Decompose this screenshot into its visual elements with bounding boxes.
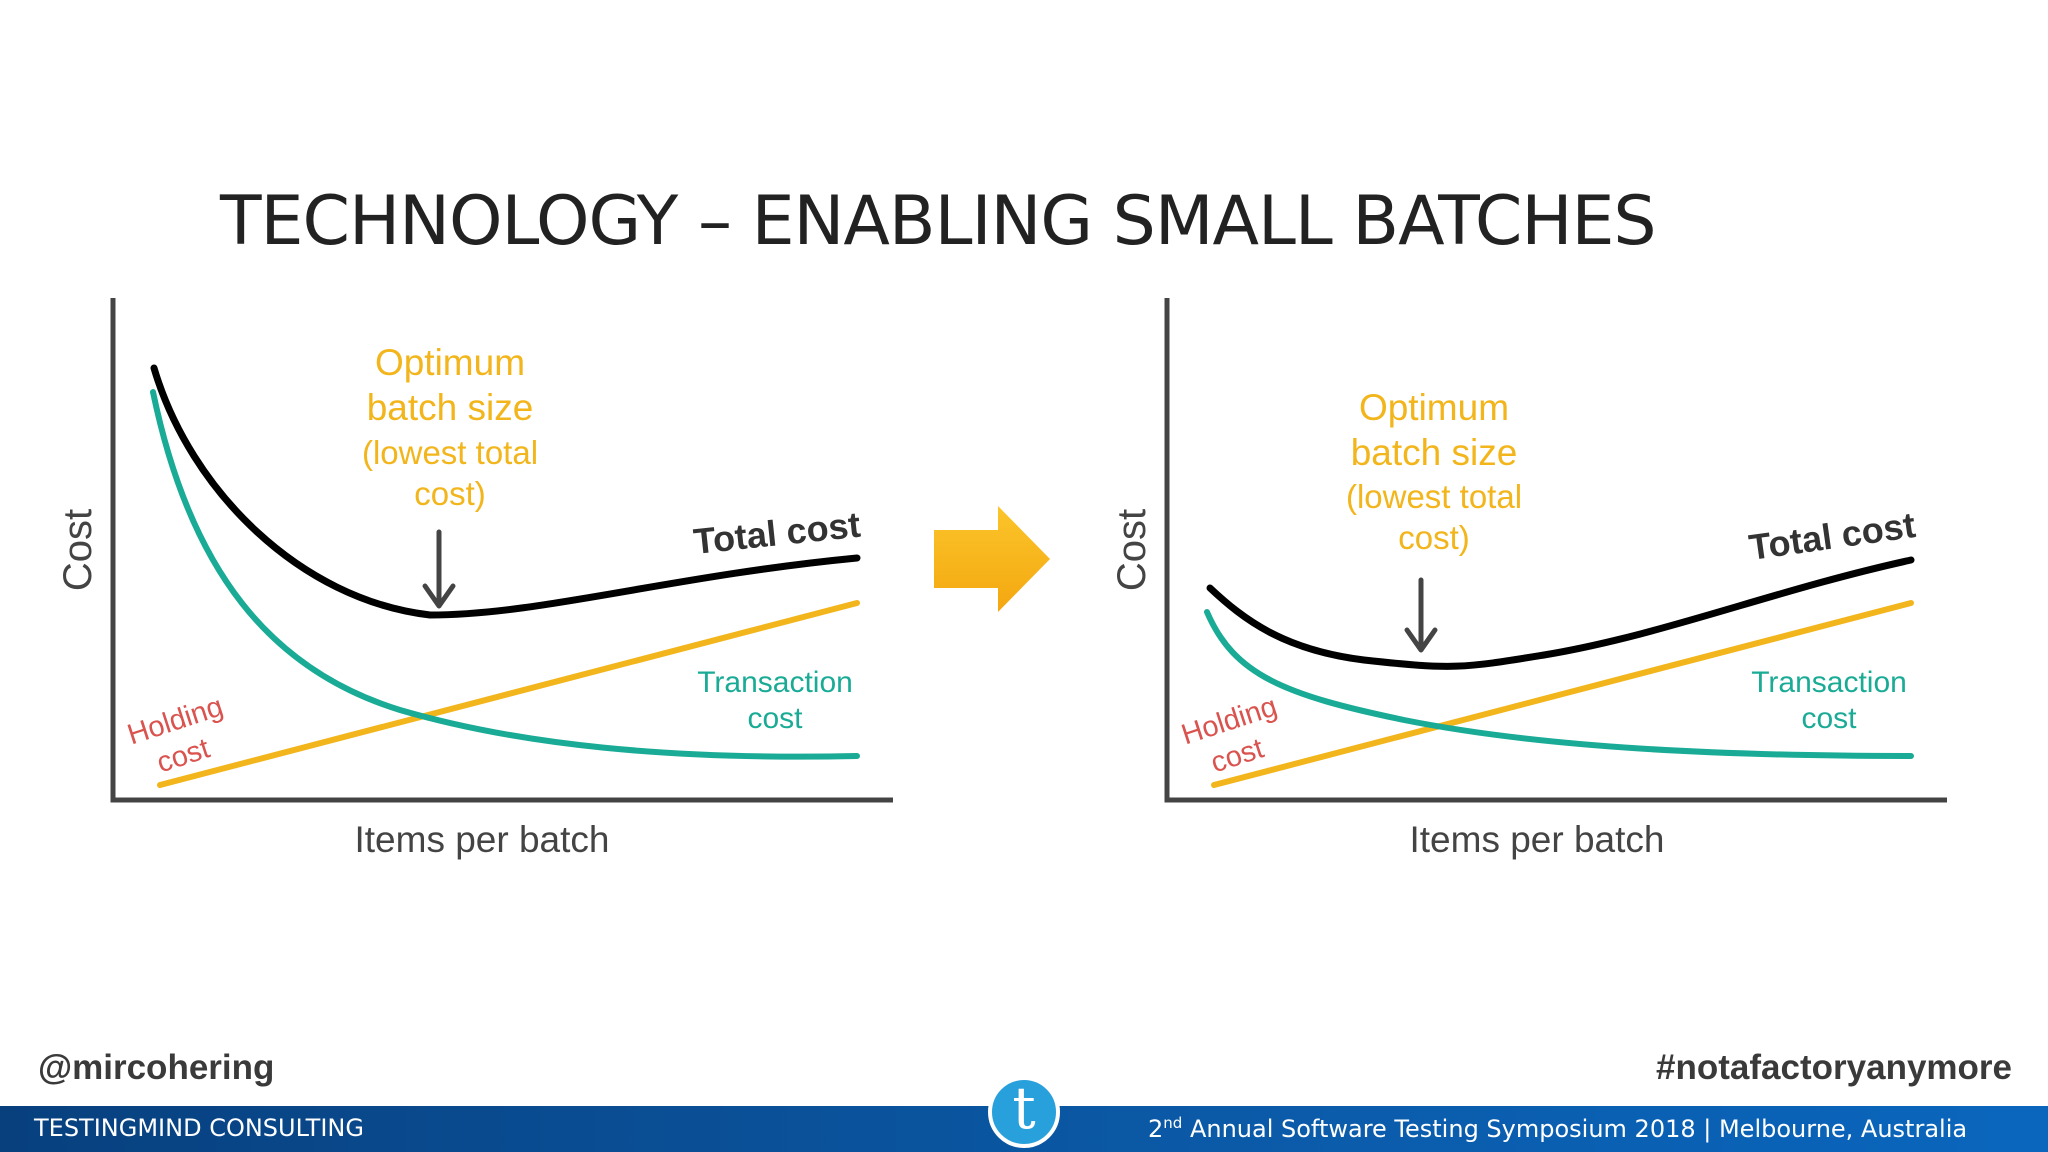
- transaction-cost-label: cost: [747, 702, 803, 735]
- cost-diagram-svg: Cost Items per batch Optimum batch size …: [56, 298, 893, 860]
- testingmind-logo-icon: t: [988, 1074, 1060, 1148]
- total-cost-curve: [1206, 556, 1915, 670]
- total-cost-label: Total cost: [692, 504, 863, 562]
- total-cost-label: Total cost: [1746, 504, 1917, 568]
- logo-letter: t: [1012, 1074, 1036, 1142]
- cost-diagram-before: Cost Items per batch Optimum batch size …: [56, 290, 970, 880]
- transaction-cost-curve: [150, 389, 860, 760]
- y-axis-label: Cost: [1110, 509, 1154, 591]
- optimum-label-line: batch size: [367, 387, 534, 428]
- slide-title: TECHNOLOGY – ENABLING SMALL BATCHES: [220, 182, 1657, 261]
- arrow-right-icon: [934, 506, 1050, 612]
- optimum-label-line: (lowest total: [1346, 478, 1522, 515]
- optimum-arrow: [422, 529, 456, 609]
- holding-cost-line: [1211, 600, 1914, 788]
- transaction-cost-label: Transaction: [1751, 666, 1907, 699]
- event-text: Annual Software Testing Symposium 2018 |…: [1182, 1115, 1968, 1143]
- optimum-label-line: batch size: [1351, 432, 1518, 473]
- company-name: TESTINGMIND CONSULTING: [34, 1114, 364, 1142]
- cost-diagram-after: Cost Items per batch Optimum batch size …: [1110, 290, 2024, 880]
- optimum-label-line: cost): [1398, 519, 1470, 556]
- total-cost-curve: [150, 364, 861, 619]
- y-axis-label: Cost: [56, 509, 100, 591]
- axes: [110, 298, 893, 803]
- optimum-label-line: (lowest total: [362, 434, 538, 471]
- x-axis-label: Items per batch: [1409, 819, 1664, 860]
- hashtag: #notafactoryanymore: [1656, 1048, 2012, 1087]
- transaction-cost-label: Transaction: [697, 666, 853, 699]
- x-axis-label: Items per batch: [354, 819, 609, 860]
- event-info: 2nd Annual Software Testing Symposium 20…: [1148, 1114, 1967, 1143]
- optimum-arrow: [1404, 577, 1438, 653]
- holding-cost-line: [157, 600, 860, 788]
- transaction-cost-label: cost: [1801, 702, 1857, 735]
- axes: [1164, 298, 1947, 803]
- event-ordinal-suffix: nd: [1163, 1114, 1183, 1132]
- optimum-label-line: Optimum: [375, 342, 525, 383]
- transaction-cost-curve: [1204, 609, 1914, 759]
- optimum-label-line: Optimum: [1359, 387, 1509, 428]
- optimum-label-line: cost): [414, 475, 486, 512]
- twitter-handle: @mircohering: [38, 1048, 275, 1087]
- event-ordinal: 2: [1148, 1115, 1164, 1143]
- cost-diagram-svg: Cost Items per batch Optimum batch size …: [1110, 298, 1947, 860]
